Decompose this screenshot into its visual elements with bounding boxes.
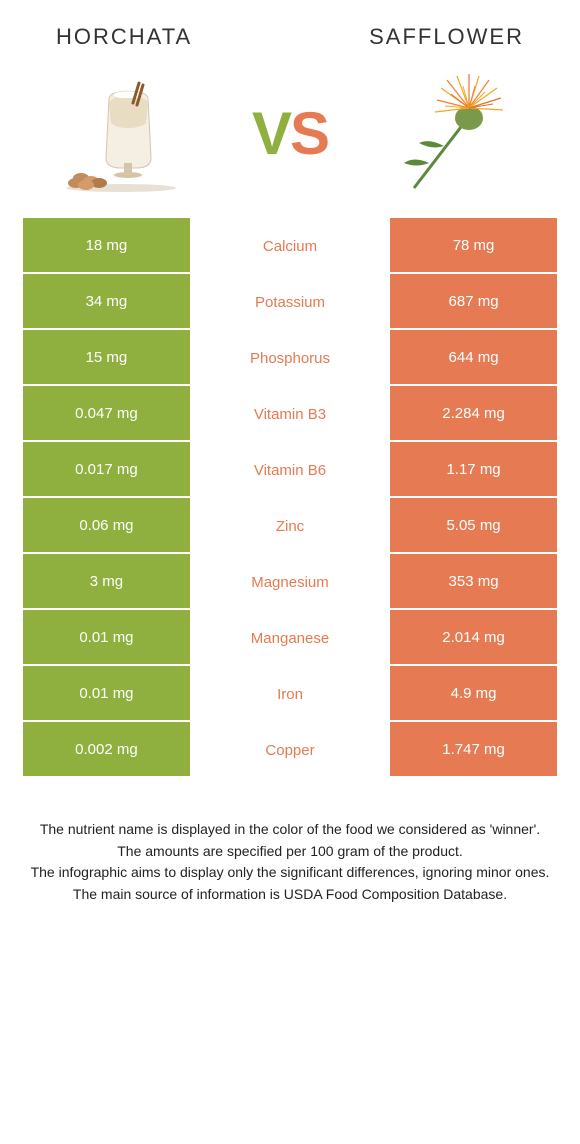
footer-line: The nutrient name is displayed in the co… (30, 820, 550, 840)
vs-v-letter: V (252, 100, 290, 167)
left-value-cell: 0.06 mg (23, 498, 190, 554)
right-value-cell: 353 mg (390, 554, 557, 610)
right-value-cell: 687 mg (390, 274, 557, 330)
table-row: 0.002 mgCopper1.747 mg (23, 722, 557, 778)
table-row: 3 mgMagnesium353 mg (23, 554, 557, 610)
right-food-title: SAFFLOWER (369, 24, 524, 50)
footer-line: The infographic aims to display only the… (30, 863, 550, 883)
left-value-cell: 15 mg (23, 330, 190, 386)
right-value-cell: 644 mg (390, 330, 557, 386)
vs-s-letter: S (290, 100, 328, 167)
left-value-cell: 0.01 mg (23, 666, 190, 722)
nutrient-label-cell: Vitamin B3 (190, 386, 390, 442)
nutrient-label-cell: Iron (190, 666, 390, 722)
left-value-cell: 0.047 mg (23, 386, 190, 442)
horchata-image (51, 68, 211, 198)
table-row: 0.047 mgVitamin B32.284 mg (23, 386, 557, 442)
footer-notes: The nutrient name is displayed in the co… (0, 778, 580, 926)
safflower-icon (374, 68, 524, 198)
left-value-cell: 34 mg (23, 274, 190, 330)
infographic-container: HORCHATA SAFFLOWER VS (0, 0, 580, 926)
footer-line: The amounts are specified per 100 gram o… (30, 842, 550, 862)
right-value-cell: 5.05 mg (390, 498, 557, 554)
table-row: 0.01 mgManganese2.014 mg (23, 610, 557, 666)
left-value-cell: 0.002 mg (23, 722, 190, 778)
right-value-cell: 1.17 mg (390, 442, 557, 498)
nutrient-label-cell: Vitamin B6 (190, 442, 390, 498)
left-food-title: HORCHATA (56, 24, 192, 50)
nutrient-table: 18 mgCalcium78 mg34 mgPotassium687 mg15 … (23, 218, 557, 778)
right-value-cell: 2.014 mg (390, 610, 557, 666)
nutrient-label-cell: Potassium (190, 274, 390, 330)
safflower-image (369, 68, 529, 198)
right-value-cell: 78 mg (390, 218, 557, 274)
table-row: 34 mgPotassium687 mg (23, 274, 557, 330)
header-row: HORCHATA SAFFLOWER (0, 0, 580, 58)
left-value-cell: 0.01 mg (23, 610, 190, 666)
vs-label: VS (252, 99, 328, 168)
left-value-cell: 0.017 mg (23, 442, 190, 498)
nutrient-label-cell: Calcium (190, 218, 390, 274)
right-value-cell: 4.9 mg (390, 666, 557, 722)
nutrient-label-cell: Manganese (190, 610, 390, 666)
nutrient-label-cell: Zinc (190, 498, 390, 554)
footer-line: The main source of information is USDA F… (30, 885, 550, 905)
right-value-cell: 1.747 mg (390, 722, 557, 778)
nutrient-label-cell: Copper (190, 722, 390, 778)
left-value-cell: 3 mg (23, 554, 190, 610)
horchata-icon (61, 73, 201, 193)
images-row: VS (0, 58, 580, 218)
nutrient-label-cell: Phosphorus (190, 330, 390, 386)
right-value-cell: 2.284 mg (390, 386, 557, 442)
nutrient-label-cell: Magnesium (190, 554, 390, 610)
table-row: 18 mgCalcium78 mg (23, 218, 557, 274)
table-row: 15 mgPhosphorus644 mg (23, 330, 557, 386)
table-row: 0.01 mgIron4.9 mg (23, 666, 557, 722)
left-value-cell: 18 mg (23, 218, 190, 274)
table-row: 0.06 mgZinc5.05 mg (23, 498, 557, 554)
table-row: 0.017 mgVitamin B61.17 mg (23, 442, 557, 498)
